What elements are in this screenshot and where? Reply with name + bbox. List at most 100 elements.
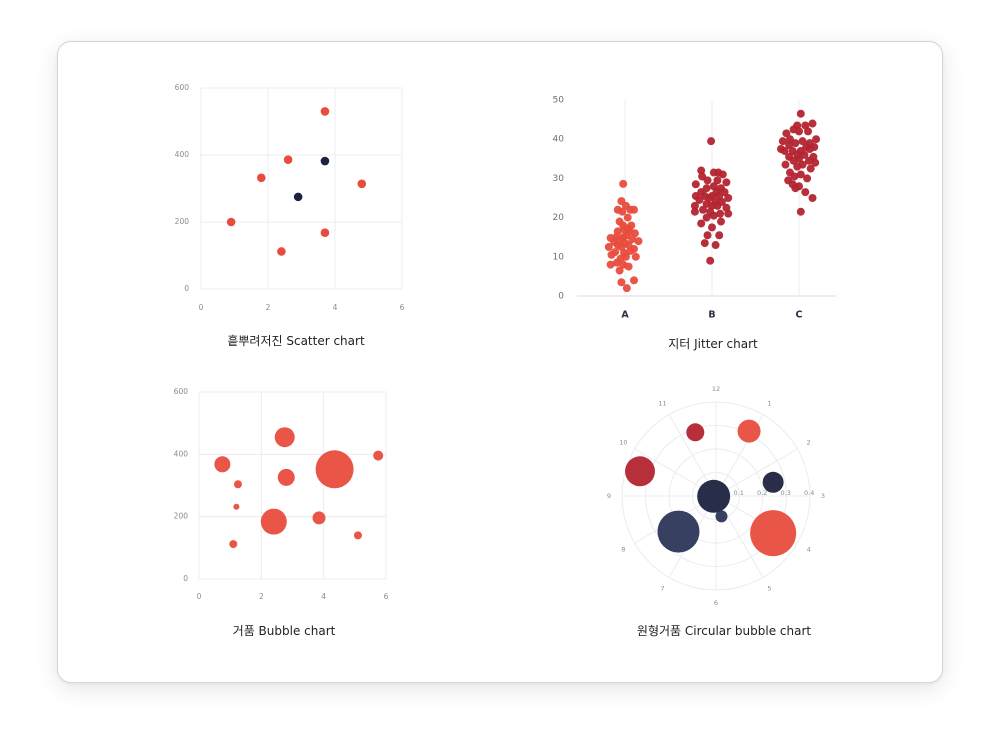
bubble-plot-frame xyxy=(198,391,387,580)
scatter-point xyxy=(357,179,367,189)
scatter-point xyxy=(257,173,266,183)
polar-radial-tick-label: 0.1 xyxy=(734,489,744,497)
jitter-point xyxy=(778,137,787,146)
polar-angle-label: 8 xyxy=(621,546,625,554)
jitter-point xyxy=(700,239,709,248)
jitter-point xyxy=(622,284,631,293)
bubble-point xyxy=(373,450,384,461)
jitter-point xyxy=(808,119,817,128)
jitter-point xyxy=(619,179,628,188)
jitter-point xyxy=(630,276,638,285)
polar-angle-label: 6 xyxy=(714,599,718,607)
scatter-point xyxy=(277,247,286,256)
polar-bubble xyxy=(686,423,705,442)
jitter-point xyxy=(618,207,627,216)
bubble-x-tick-label: 2 xyxy=(259,592,264,601)
jitter-point xyxy=(803,174,812,183)
jitter-point xyxy=(690,207,699,216)
jitter-point xyxy=(781,160,790,169)
scatter-point xyxy=(320,107,330,116)
jitter-point xyxy=(812,135,821,144)
jitter-point xyxy=(612,258,621,267)
jitter-point xyxy=(623,213,632,222)
scatter-y-tick-label: 600 xyxy=(175,83,190,92)
jitter-point xyxy=(713,201,722,210)
polar-angle-label: 2 xyxy=(807,439,811,447)
jitter-point xyxy=(717,217,725,226)
scatter-x-tick-label: 6 xyxy=(400,303,405,312)
jitter-point xyxy=(804,127,812,136)
jitter-point xyxy=(707,137,716,146)
bubble-y-tick-label: 400 xyxy=(174,449,189,458)
jitter-point xyxy=(634,237,643,246)
scatter-caption: 흩뿌려저진 Scatter chart xyxy=(227,334,365,348)
polar-angle-label: 9 xyxy=(607,492,611,500)
polar-angle-label: 12 xyxy=(712,385,720,393)
bubble-point xyxy=(260,508,287,535)
jitter-point xyxy=(615,266,624,275)
polar-bubble xyxy=(750,510,797,557)
jitter-point xyxy=(791,184,800,193)
jitter-point xyxy=(624,262,633,271)
jitter-point xyxy=(811,158,820,167)
jitter-point xyxy=(690,201,699,210)
jitter-point xyxy=(626,246,635,255)
bubble-point xyxy=(274,427,295,448)
bubble-y-tick-label: 600 xyxy=(174,387,189,396)
scatter-y-tick-label: 400 xyxy=(175,150,190,159)
jitter-point xyxy=(706,256,715,265)
jitter-point xyxy=(716,209,725,218)
scatter-x-tick-label: 4 xyxy=(333,303,338,312)
polar-radial-tick-label: 0.2 xyxy=(757,489,767,497)
jitter-point xyxy=(604,243,613,251)
jitter-point xyxy=(796,109,805,118)
jitter-point xyxy=(617,278,626,287)
jitter-point xyxy=(697,219,706,228)
jitter-y-tick-label: 20 xyxy=(553,213,565,223)
jitter-point xyxy=(796,207,805,216)
polar-bubble xyxy=(625,456,656,487)
jitter-point xyxy=(606,260,615,269)
bubble-x-tick-label: 4 xyxy=(321,592,326,601)
scatter-point xyxy=(283,155,293,164)
bubble-point xyxy=(233,480,242,489)
jitter-category-label: C xyxy=(796,310,803,321)
jitter-point xyxy=(711,241,720,250)
jitter-point xyxy=(808,194,817,202)
scatter-point xyxy=(320,228,330,238)
scatter-plot-frame xyxy=(200,87,403,290)
jitter-point xyxy=(795,127,803,136)
jitter-point xyxy=(791,139,800,148)
jitter-point xyxy=(782,129,791,138)
jitter-point xyxy=(713,176,722,185)
jitter-y-tick-label: 10 xyxy=(553,252,565,262)
jitter-point xyxy=(703,231,712,240)
jitter-point xyxy=(804,156,813,165)
bubble-point xyxy=(353,531,362,540)
bubble-point xyxy=(315,450,354,489)
jitter-point xyxy=(691,180,700,189)
jitter-point xyxy=(715,231,724,240)
bubble-point xyxy=(214,456,231,473)
polar-angle-label: 5 xyxy=(767,585,771,593)
jitter-point xyxy=(798,137,807,146)
jitter-y-tick-label: 30 xyxy=(553,174,565,184)
jitter-point xyxy=(699,205,707,214)
jitter-point xyxy=(695,195,704,204)
polar-bubble xyxy=(697,479,731,513)
jitter-point xyxy=(785,141,794,150)
jitter-point xyxy=(722,178,731,187)
scatter-x-tick-label: 2 xyxy=(266,303,271,312)
jitter-point xyxy=(697,166,706,175)
jitter-y-tick-label: 40 xyxy=(553,135,565,145)
jitter-point xyxy=(631,252,640,261)
jitter-category-label: B xyxy=(708,310,715,321)
scatter-y-tick-label: 200 xyxy=(175,217,190,226)
jitter-point xyxy=(806,164,815,173)
jitter-point xyxy=(796,170,805,179)
polar-angle-label: 3 xyxy=(821,492,825,500)
jitter-point xyxy=(630,205,638,214)
bubble-point xyxy=(229,540,238,549)
polar-bubble xyxy=(715,510,728,523)
jitter-point xyxy=(789,156,798,165)
